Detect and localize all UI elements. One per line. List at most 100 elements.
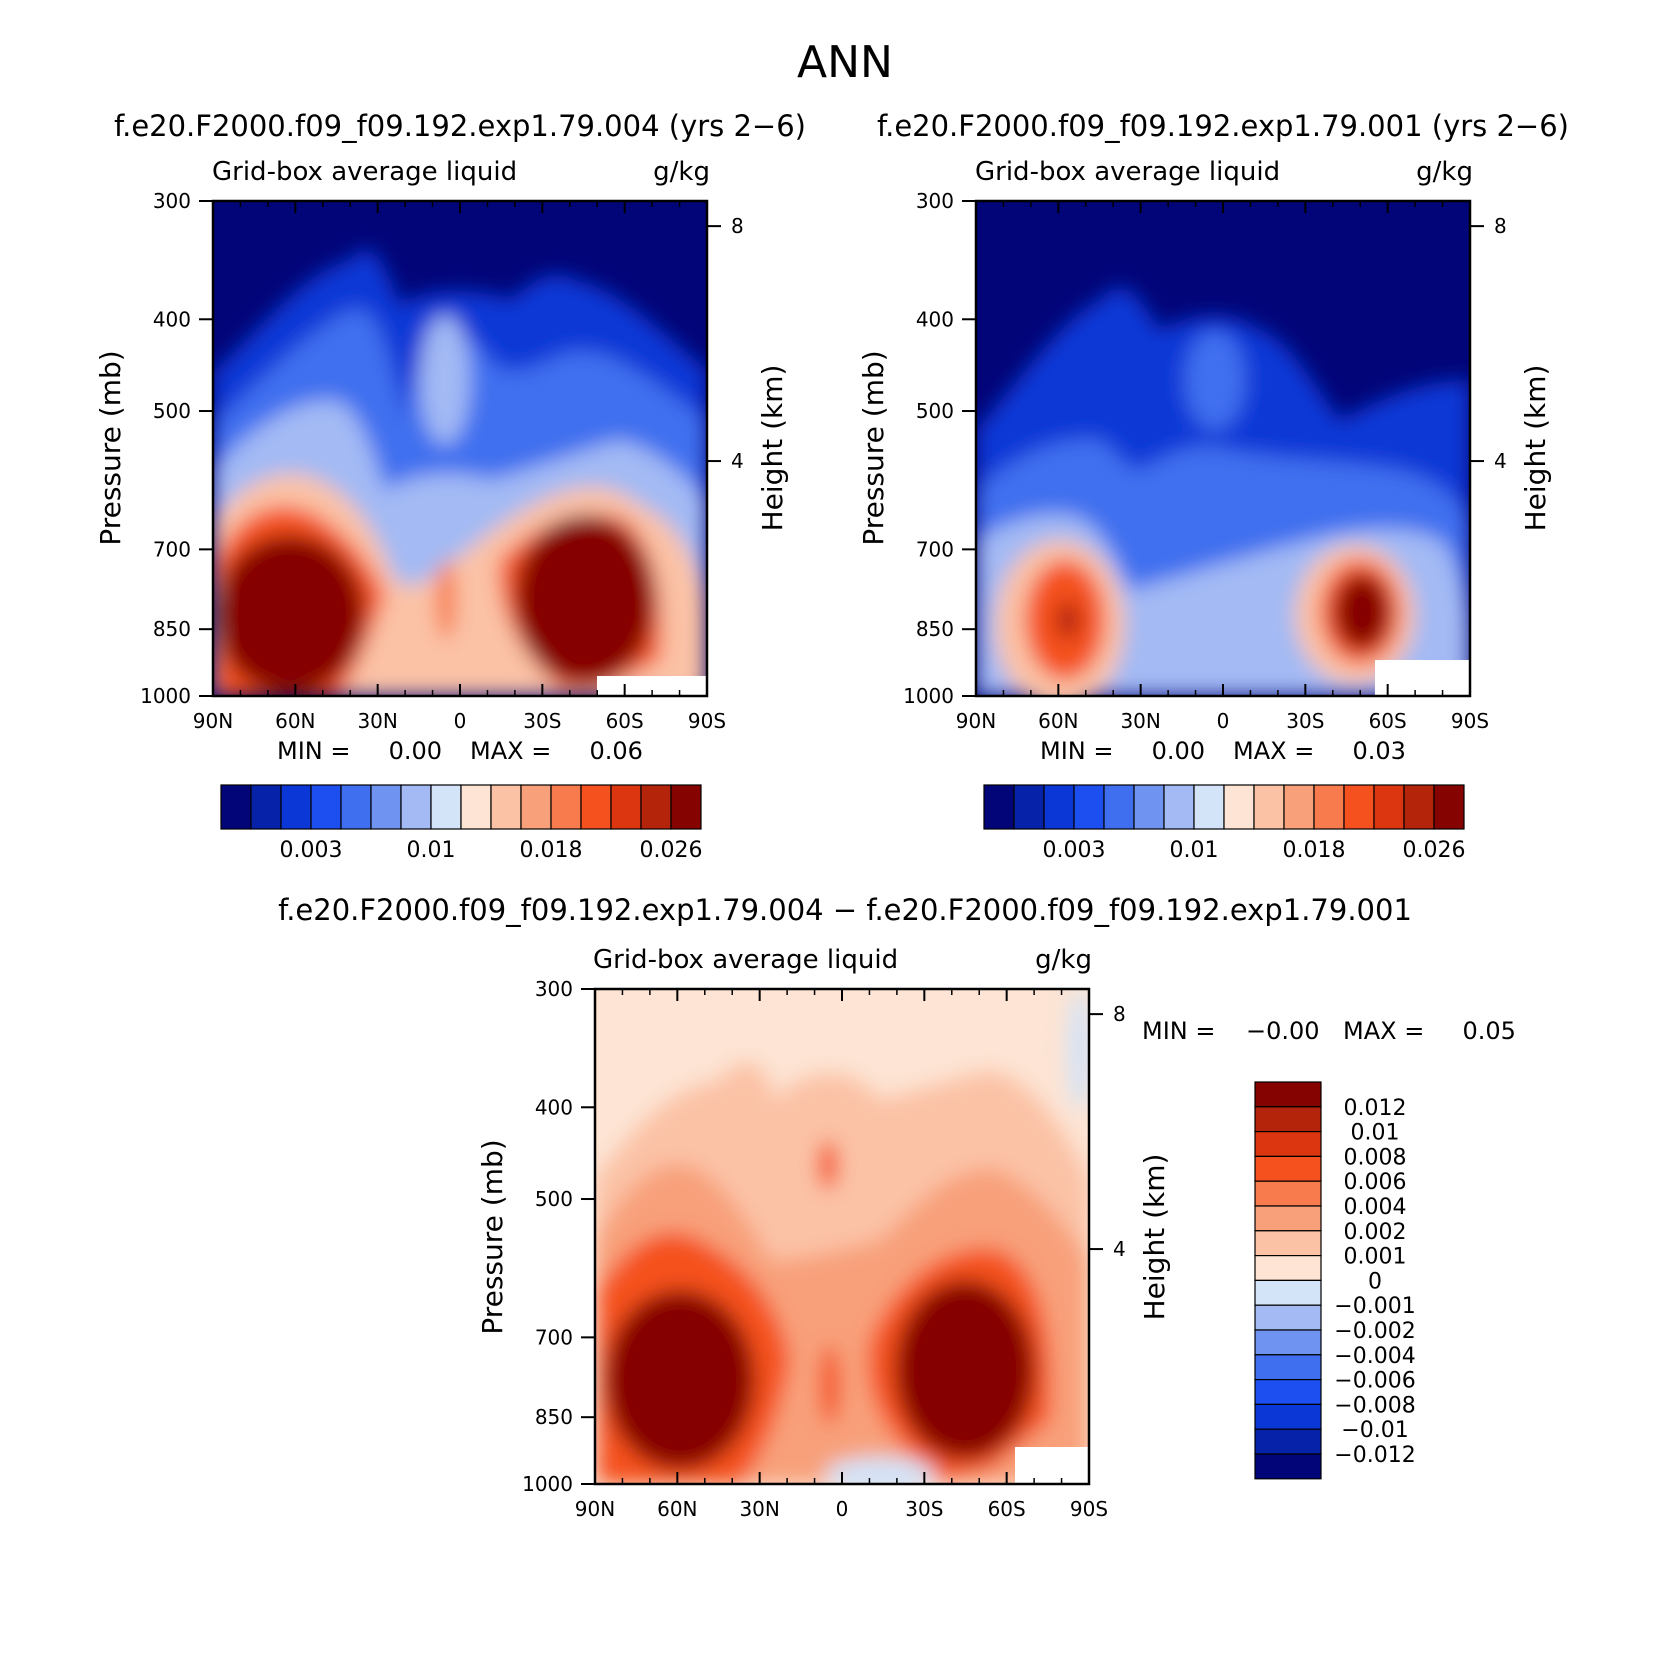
panel-2-plot-area [976, 201, 1470, 696]
panel-2-ytick-label: 400 [916, 307, 954, 331]
panel-3-ytick-label: 400 [535, 1095, 573, 1119]
panel-1-y2label: Height (km) [756, 365, 789, 532]
panel-3-colorbar-label: 0.004 [1344, 1195, 1407, 1220]
panel-2-colorbar-box [1043, 784, 1075, 830]
panel-1-xtick-label: 60N [275, 709, 315, 733]
panel-1-ytick-label: 1000 [140, 684, 191, 708]
panel-2-case-title: f.e20.F2000.f09_f09.192.exp1.79.001 (yrs… [877, 109, 1569, 143]
panel-2-ytick-label: 700 [916, 537, 954, 561]
panel-1-colorbar-box [430, 784, 462, 830]
panel-3-ylabel: Pressure (mb) [476, 1139, 509, 1334]
panel-3-colorbar-box [1254, 1403, 1322, 1430]
panel-3: f.e20.F2000.f09_f09.192.exp1.79.004 − f.… [278, 893, 1516, 1521]
panel-2-colorbar: 0.003 0.01 0.018 0.026 [983, 784, 1465, 863]
panel-2-colorbar-box [1313, 784, 1345, 830]
panel-3-negative-zone [825, 1457, 935, 1484]
panel-1-min-text: MIN = 0.00 [277, 737, 442, 765]
panel-3-colorbar-label: −0.008 [1334, 1393, 1415, 1418]
panel-1-colorbar-box [340, 784, 372, 830]
panel-3-missing-data [1015, 1447, 1089, 1484]
panel-2-ytick-label: 500 [916, 399, 954, 423]
panel-2-xtick-label: 30N [1120, 709, 1160, 733]
panel-1-colorbar-box [400, 784, 432, 830]
panel-3-units: g/kg [1035, 945, 1092, 975]
panel-1-core-sh [515, 515, 655, 685]
panel-3-y2label: Height (km) [1138, 1154, 1171, 1321]
panel-3-xtick-label: 90N [575, 1497, 615, 1521]
panel-3-xtick-label: 60N [657, 1497, 697, 1521]
panel-2-colorbar-box [1253, 784, 1285, 830]
panel-2-sh-core [1334, 574, 1390, 650]
panel-2-y2tick-label: 4 [1494, 449, 1507, 473]
panel-2-xtick-label: 60S [1369, 709, 1407, 733]
panel-1-xtick-label: 90N [193, 709, 233, 733]
panel-1-colorbar-box [370, 784, 402, 830]
panel-1-core-nh [215, 535, 365, 695]
panel-2-ylabel: Pressure (mb) [857, 350, 890, 545]
panel-1-xtick-label: 30N [357, 709, 397, 733]
panel-1-field [213, 249, 707, 696]
panel-2-ytick-label: 850 [916, 617, 954, 641]
panel-3-colorbar-label: 0.001 [1344, 1245, 1407, 1270]
panel-3-ytick-label: 1000 [522, 1472, 573, 1496]
panel-1-equatorial-cloud [436, 560, 456, 640]
panel-3-colorbar-box [1254, 1279, 1322, 1306]
panel-3-xtick-label: 60S [988, 1497, 1026, 1521]
panel-3-diff-title: f.e20.F2000.f09_f09.192.exp1.79.004 − f.… [278, 893, 1412, 927]
panel-3-colorbar-label: −0.004 [1334, 1344, 1415, 1369]
panel-2-colorbar-box [1193, 784, 1225, 830]
panel-3-colorbar-box [1254, 1106, 1322, 1133]
panel-3-xtick-label: 30S [905, 1497, 943, 1521]
panel-3-colorbar-box [1254, 1230, 1322, 1257]
panel-2-axes: 90N 60N 30N 0 30S 60S 90S 300 400 500 700 850 1000 8 4 [903, 189, 1507, 733]
panel-1-colorbar-box [220, 784, 252, 830]
panel-2-xtick-label: 60N [1038, 709, 1078, 733]
panel-3-colorbar-label: 0.002 [1344, 1220, 1407, 1245]
season-title: ANN [797, 37, 893, 88]
panel-1-colorbar-box [310, 784, 342, 830]
panel-1-case-title: f.e20.F2000.f09_f09.192.exp1.79.004 (yrs… [114, 109, 806, 143]
panel-3-colorbar-label: 0.008 [1344, 1145, 1407, 1170]
panel-2-units: g/kg [1416, 157, 1473, 187]
panel-3-core-nh [605, 1290, 755, 1470]
panel-2-colorbar-label: 0.018 [1283, 838, 1346, 863]
panel-2-xtick-label: 0 [1217, 709, 1230, 733]
panel-2-ytick-label: 300 [916, 189, 954, 213]
panel-2-upper-cloud [1185, 330, 1245, 430]
panel-1-colorbar-label: 0.018 [520, 838, 583, 863]
panel-2-y2label: Height (km) [1519, 365, 1552, 532]
panel-2-colorbar-label: 0.003 [1043, 838, 1106, 863]
panel-3-colorbar: 0.0120.010.0080.0060.0040.0020.0010−0.00… [1254, 1081, 1416, 1480]
panel-1-colorbar-label: 0.026 [640, 838, 703, 863]
panel-1-colorbar-box [250, 784, 282, 830]
panel-3-colorbar-label: 0.006 [1344, 1170, 1407, 1195]
panel-2-colorbar-box [1013, 784, 1045, 830]
panel-3-colorbar-box [1254, 1081, 1322, 1108]
panel-1-upper-cloud [420, 315, 470, 445]
panel-1-colorbar-label: 0.003 [280, 838, 343, 863]
panel-2: f.e20.F2000.f09_f09.192.exp1.79.001 (yrs… [857, 109, 1569, 863]
panel-2-colorbar-label: 0.01 [1170, 838, 1219, 863]
panel-2-colorbar-box [1133, 784, 1165, 830]
panel-2-colorbar-box [1283, 784, 1315, 830]
panel-3-colorbar-box [1254, 1329, 1322, 1356]
panel-3-colorbar-label: −0.01 [1341, 1418, 1408, 1443]
panel-1-colorbar: 0.003 0.01 0.018 0.026 [220, 784, 703, 863]
panel-3-xtick-label: 90S [1070, 1497, 1108, 1521]
panel-3-field [595, 990, 1089, 1484]
panel-3-plot-title: Grid-box average liquid [593, 945, 898, 975]
panel-3-xtick-label: 0 [836, 1497, 849, 1521]
panel-3-ytick-label: 500 [535, 1187, 573, 1211]
panel-2-y2tick-label: 8 [1494, 214, 1507, 238]
panel-2-colorbar-box [1373, 784, 1405, 830]
panel-2-colorbar-box [983, 784, 1015, 830]
panel-2-colorbar-box [1073, 784, 1105, 830]
panel-3-colorbar-box [1254, 1453, 1322, 1480]
panel-3-core-sh [895, 1280, 1035, 1460]
panel-2-ytick-label: 1000 [903, 684, 954, 708]
panel-3-colorbar-box [1254, 1378, 1322, 1405]
panel-1-plot-area [213, 201, 707, 696]
panel-1-max-text: MAX = 0.06 [470, 737, 643, 765]
panel-2-field [976, 287, 1470, 696]
